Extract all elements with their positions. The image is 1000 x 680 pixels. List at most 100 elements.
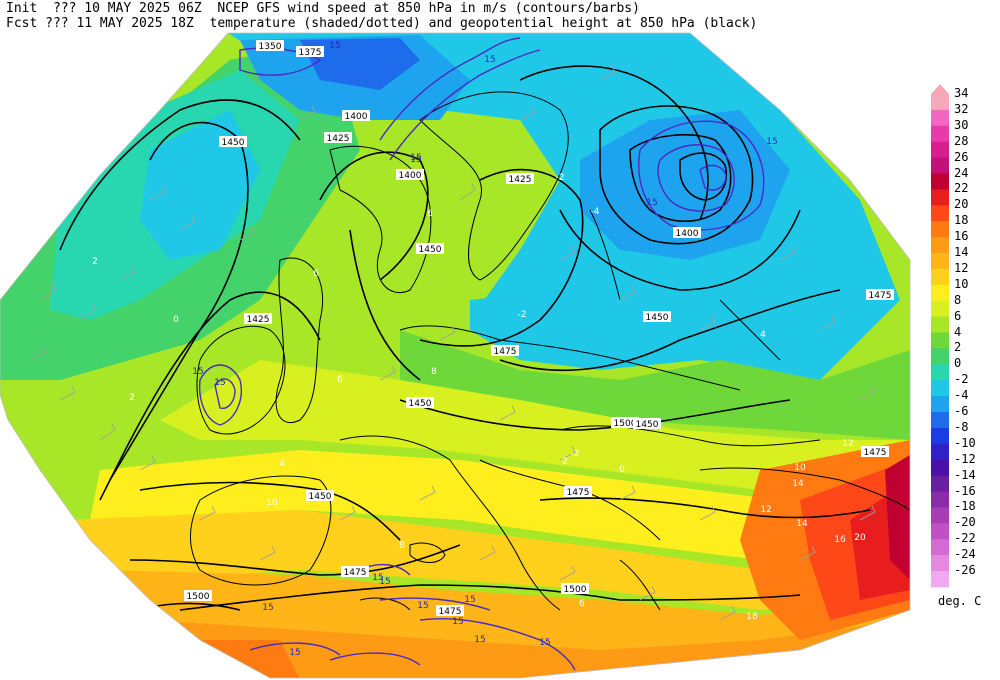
wind-contour-label: 15 xyxy=(646,198,657,208)
legend-level-label: 4 xyxy=(954,324,962,339)
temperature-label: 4 xyxy=(760,330,766,340)
temp-region-southwest-orange xyxy=(180,640,300,678)
wind-contour-label: 15 xyxy=(192,367,203,377)
legend-level-label: 12 xyxy=(954,260,969,275)
legend-swatch xyxy=(931,94,949,111)
temperature-label: -4 xyxy=(591,207,600,217)
temperature-label: 10 xyxy=(266,498,278,508)
legend-level-label: -12 xyxy=(954,451,976,466)
legend-level-label: 22 xyxy=(954,181,969,196)
legend-swatch xyxy=(931,507,949,524)
height-contour-label-box xyxy=(416,243,444,254)
height-contour-label-box xyxy=(506,173,534,184)
legend-level-label: 2 xyxy=(954,340,962,355)
height-contour-label-box xyxy=(296,46,324,57)
temperature-label: 2 xyxy=(129,393,135,403)
legend-level-label: -4 xyxy=(954,388,969,403)
legend-swatch xyxy=(931,141,949,159)
temperature-label: 12 xyxy=(842,439,853,449)
height-contour-label: 1400 xyxy=(345,112,368,122)
height-contour-label: 1425 xyxy=(509,175,532,185)
wind-contour-label: 15 xyxy=(372,573,383,583)
legend-level-label: 18 xyxy=(954,213,969,228)
height-contour-label-box xyxy=(219,136,247,147)
legend-swatch xyxy=(931,475,949,492)
legend-swatch xyxy=(931,284,949,302)
legend-swatch xyxy=(931,459,949,477)
temperature-label: -2 xyxy=(571,449,580,459)
height-contour-label: 1350 xyxy=(259,42,282,52)
height-contour-label: 1450 xyxy=(646,313,669,323)
height-contour-label: 1475 xyxy=(494,347,517,357)
temperature-label: 0 xyxy=(619,465,625,475)
height-contour-label: 1450 xyxy=(222,138,245,148)
legend-level-label: 16 xyxy=(954,229,969,244)
temperature-label: 10 xyxy=(794,463,806,473)
height-contours xyxy=(59,65,871,621)
legend-swatch xyxy=(931,539,949,556)
wind-contour-label: 15 xyxy=(410,155,421,165)
temp-region-south-lightorange xyxy=(60,510,910,610)
legend-level-label: -8 xyxy=(954,419,969,434)
legend-level-label: -10 xyxy=(954,435,976,450)
legend-swatch xyxy=(931,427,949,445)
height-contour-label: 1475 xyxy=(869,291,892,301)
temperature-label: 2 xyxy=(562,457,568,467)
legend-swatch xyxy=(931,268,949,286)
temperature-label: 8 xyxy=(431,367,437,377)
legend-top-arrow xyxy=(931,84,949,94)
wind-contour-label: 15 xyxy=(329,41,340,51)
legend-swatch xyxy=(931,221,949,238)
height-contour-label-box xyxy=(396,169,424,180)
legend-swatch xyxy=(931,348,949,365)
legend-level-label: 28 xyxy=(954,133,969,148)
legend-swatch xyxy=(931,523,949,540)
height-contour-label: 1500 xyxy=(564,585,587,595)
height-contour-label: 1400 xyxy=(399,171,422,181)
legend-swatch xyxy=(931,253,949,270)
height-contour-label-box xyxy=(491,345,519,356)
height-contour-label: 1450 xyxy=(309,492,332,502)
temperature-label: 14 xyxy=(796,519,808,529)
legend-level-label: 10 xyxy=(954,276,969,291)
height-contour-label-box xyxy=(342,110,370,121)
legend-swatch xyxy=(931,316,949,333)
height-contour-label-box xyxy=(643,311,671,322)
wind-contour-label: 15 xyxy=(410,153,421,163)
legend-swatch xyxy=(931,157,949,174)
legend-level-label: 32 xyxy=(954,101,969,116)
wind-contour-label: 15 xyxy=(417,601,428,611)
legend-swatch xyxy=(931,332,949,349)
height-contour-label-box xyxy=(436,605,464,616)
wind-barbs xyxy=(29,65,876,621)
temp-region-southeast-core xyxy=(885,455,910,580)
temperature-label: 16 xyxy=(834,535,846,545)
height-contour-label: 1425 xyxy=(247,315,270,325)
height-contour-label-box xyxy=(184,590,212,601)
legend-swatch xyxy=(931,380,949,397)
legend-swatch xyxy=(931,109,949,127)
wind-contour-label: 15 xyxy=(539,638,550,648)
height-contour-label: 1475 xyxy=(344,568,367,578)
temperature-label: 6 xyxy=(579,599,585,609)
height-contour-label-box xyxy=(866,289,894,300)
wind-contour-label: 15 xyxy=(766,137,777,147)
temperature-label: -2 xyxy=(518,310,527,320)
wind-contour-label: 15 xyxy=(464,595,475,605)
height-contour-label-box xyxy=(341,566,369,577)
legend-level-label: 24 xyxy=(954,165,969,180)
temperature-label: 8 xyxy=(399,541,405,551)
legend-swatch xyxy=(931,396,949,413)
legend-swatch xyxy=(931,173,949,190)
temp-region-central-green xyxy=(400,330,910,440)
temperature-label: 2 xyxy=(92,257,98,267)
temperature-label: 0 xyxy=(173,315,179,325)
legend-level-label: -20 xyxy=(954,515,976,530)
legend-level-label: -18 xyxy=(954,499,976,514)
legend-level-label: -22 xyxy=(954,531,976,546)
height-contour-label: 1500 xyxy=(187,592,210,602)
legend-level-label: -24 xyxy=(954,547,976,562)
wind-contour-label: 15 xyxy=(379,577,390,587)
